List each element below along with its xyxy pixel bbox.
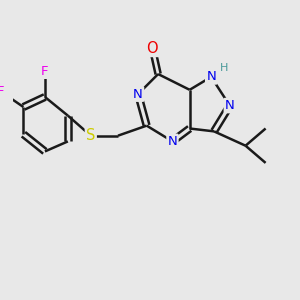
Text: N: N	[206, 70, 216, 83]
Text: N: N	[133, 88, 143, 100]
Text: N: N	[225, 99, 235, 112]
Text: F: F	[0, 85, 4, 98]
Text: O: O	[147, 41, 158, 56]
Text: H: H	[220, 63, 228, 73]
Text: N: N	[168, 135, 177, 148]
Text: F: F	[41, 65, 49, 78]
Text: S: S	[86, 128, 95, 143]
